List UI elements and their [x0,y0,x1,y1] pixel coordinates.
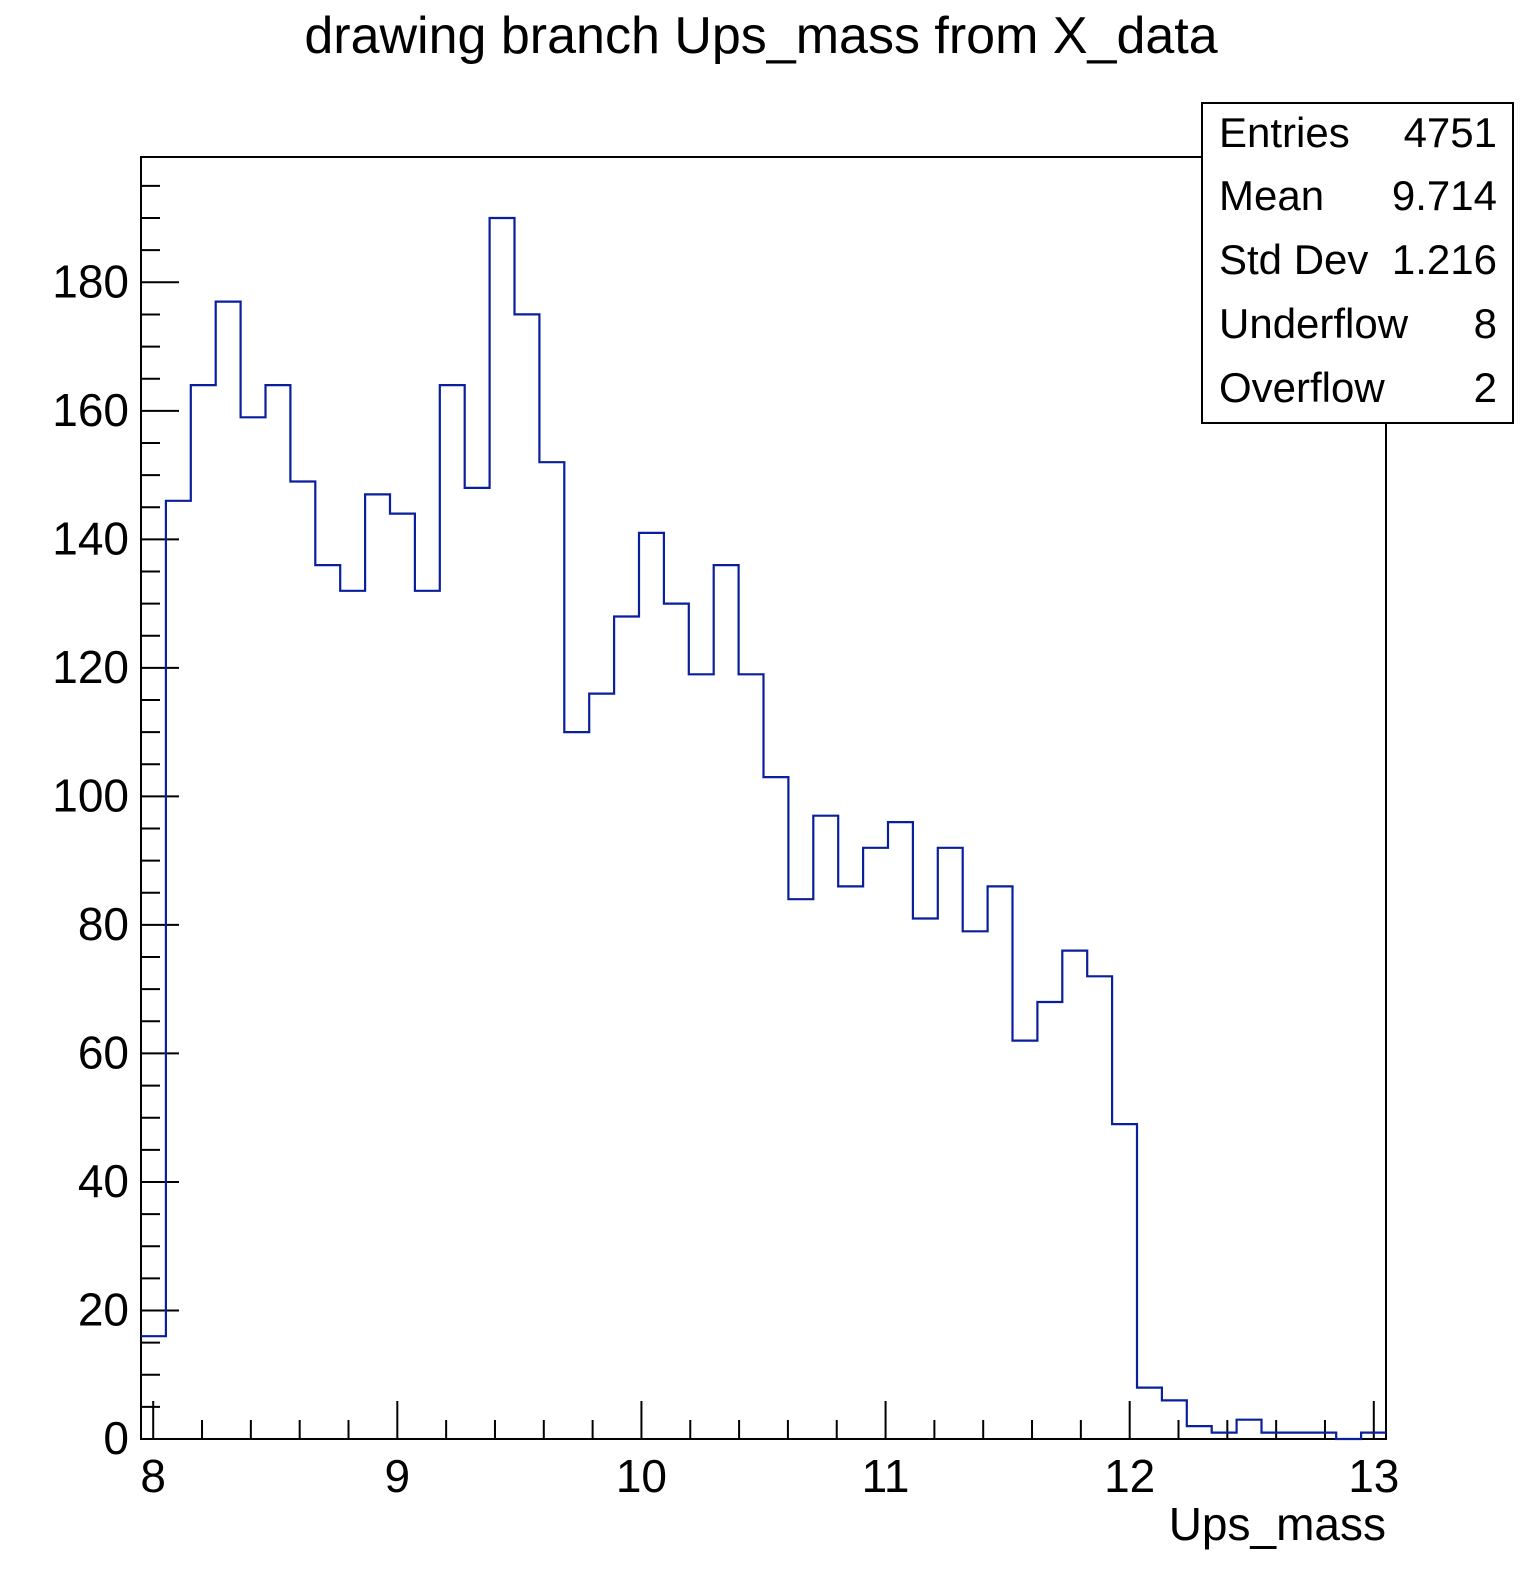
x-tick-label: 12 [1104,1450,1155,1502]
stats-box-frame [1201,102,1514,424]
histogram-bin [614,617,639,1440]
x-axis: 8 9 10 11 12 13 [140,1401,1399,1502]
histogram-bin [365,494,390,1439]
y-tick-label: 0 [103,1412,129,1464]
x-tick-label: 13 [1348,1450,1399,1502]
stats-row-overflow: Overflow 2 [1219,364,1497,411]
y-tick-label: 120 [52,641,129,693]
y-tick-label: 160 [52,384,129,436]
y-tick-label: 40 [78,1155,129,1207]
x-tick-label: 10 [616,1450,667,1502]
histogram-bin [490,218,515,1439]
histogram-bin [813,816,838,1439]
histogram-bin [465,488,490,1439]
stats-label: Underflow [1219,300,1409,347]
histogram-bin [714,565,739,1439]
plot-frame [140,156,1387,1440]
stats-box: Entries 4751 Mean 9.714 Std Dev 1.216 Un… [1201,102,1514,424]
histogram-bin [315,565,340,1439]
y-axis: 0 20 40 60 80 100 120 140 160 180 [52,184,179,1464]
histogram-bin [1062,951,1087,1439]
histogram-bin [589,694,614,1439]
histogram-bin [390,514,415,1439]
x-tick-label: 8 [140,1450,166,1502]
histogram-bin [913,919,938,1440]
chart-title: drawing branch Ups_mass from X_data [304,7,1217,65]
histogram-bin [988,886,1013,1439]
x-axis-title: Ups_mass [1169,1498,1386,1550]
y-tick-label: 140 [52,512,129,564]
histogram-bin [739,674,764,1439]
histogram-bin [290,482,315,1440]
histogram-bin [863,848,888,1439]
histogram-bin [1162,1400,1187,1439]
histogram-bin [440,385,465,1439]
histogram-bin [639,533,664,1439]
y-tick-label: 20 [78,1283,129,1335]
histogram-bin [564,732,589,1439]
histogram-bin [515,314,540,1439]
histogram-bin [539,462,564,1439]
histogram-bin [1212,1433,1237,1439]
histogram-bin [241,417,266,1439]
histogram-bin [1013,1041,1038,1439]
histogram-bin [1237,1420,1262,1439]
stats-row-mean: Mean 9.714 [1219,172,1497,219]
histogram-bin [1087,976,1112,1439]
stats-label: Entries [1219,109,1350,156]
histogram-bin [1112,1124,1137,1439]
stats-label: Overflow [1219,364,1385,411]
histogram-bin [938,848,963,1439]
histogram-bin [1311,1433,1336,1439]
histogram-bin [888,822,913,1439]
histogram-bin [266,385,291,1439]
histogram-outline [141,216,1386,1441]
histogram-bin [1037,1002,1062,1439]
histogram-bin [788,899,813,1439]
y-tick-label: 100 [52,769,129,821]
histogram-bin [166,501,191,1439]
stats-row-std-dev: Std Dev 1.216 [1219,236,1497,283]
y-tick-label: 80 [78,898,129,950]
histogram-bin [415,591,440,1439]
histogram-bins [141,218,1386,1439]
histogram-bin [1286,1433,1311,1439]
y-tick-label: 60 [78,1026,129,1078]
stats-row-underflow: Underflow 8 [1219,300,1497,347]
histogram-bin [838,886,863,1439]
histogram-bin [764,777,789,1439]
x-tick-label: 11 [862,1450,910,1502]
stats-value: 9.714 [1392,172,1497,219]
histogram-bin [216,302,241,1439]
stats-value: 4751 [1404,109,1497,156]
histogram-bin [1187,1426,1212,1439]
stats-value: 1.216 [1392,236,1497,283]
histogram-bin [1262,1433,1287,1439]
stats-value: 8 [1474,300,1497,347]
histogram-bin [340,591,365,1439]
stats-row-entries: Entries 4751 [1219,109,1497,156]
histogram-bin [689,674,714,1439]
histogram-bin [191,385,216,1439]
x-tick-label: 9 [385,1450,411,1502]
histogram-bin [1361,1433,1386,1439]
stats-label: Mean [1219,172,1324,219]
stats-value: 2 [1474,364,1497,411]
y-tick-label: 180 [52,255,129,307]
histogram-bin [141,1336,166,1439]
histogram-bin [963,931,988,1439]
stats-label: Std Dev [1219,236,1368,283]
histogram-bin [664,604,689,1439]
histogram-bin [1137,1388,1162,1439]
